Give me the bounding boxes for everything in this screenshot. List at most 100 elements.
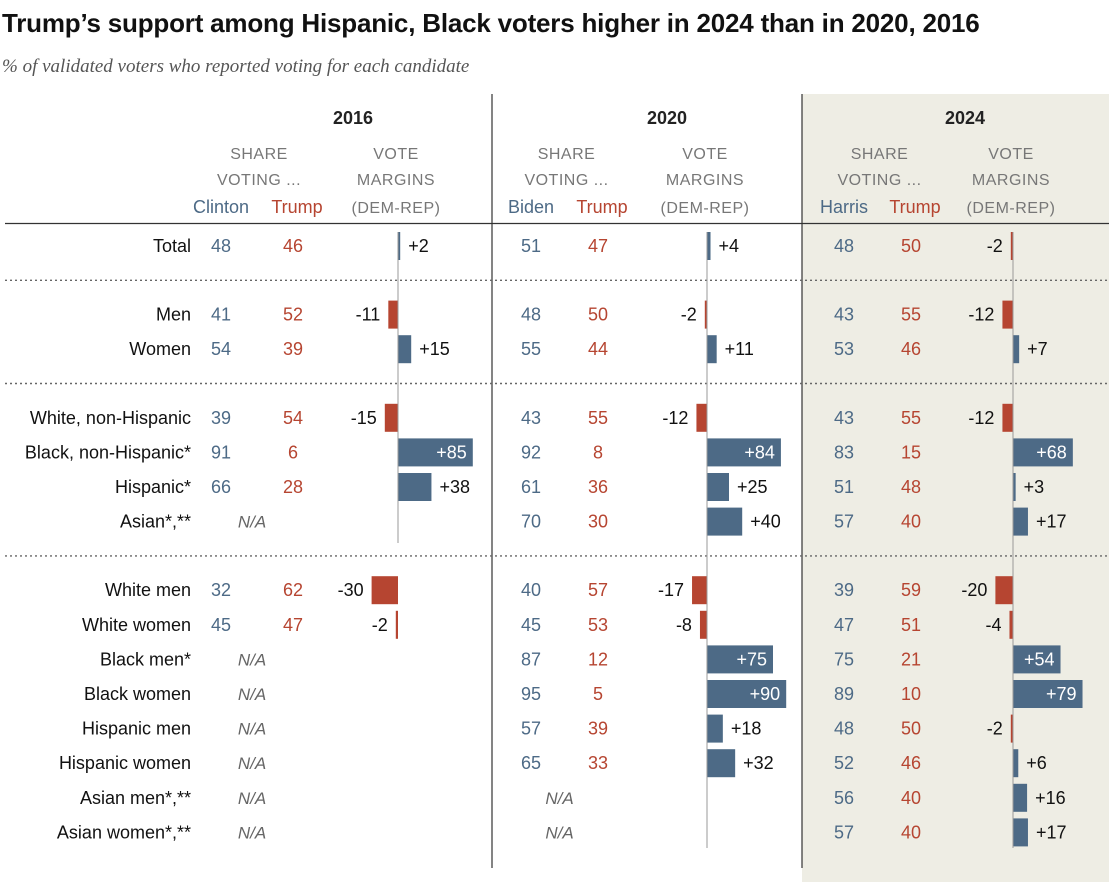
rep-share-value: 54 [283, 408, 303, 428]
margin-header: VOTE [373, 146, 419, 163]
margin-label: -2 [987, 719, 1003, 739]
chart-subtitle: % of validated voters who reported votin… [2, 56, 470, 77]
dem-share-value: 70 [521, 512, 541, 532]
dem-share-value: 95 [521, 684, 541, 704]
na-label: N/A [238, 789, 266, 808]
dem-share-value: 65 [521, 753, 541, 773]
rep-share-value: 30 [588, 512, 608, 532]
dem-margin-bar [707, 473, 729, 501]
dem-margin-bar [1013, 645, 1061, 674]
dem-share-value: 39 [834, 580, 854, 600]
rep-margin-bar [699, 610, 707, 639]
row-label: Asian men*,** [80, 788, 191, 808]
rep-margin-bar [371, 576, 398, 605]
dem-share-value: 48 [834, 236, 854, 256]
na-label: N/A [545, 823, 573, 842]
dem-margin-bar [398, 232, 401, 260]
margin-label: +85 [436, 442, 467, 462]
margin-label: +25 [737, 477, 768, 497]
dem-margin-bar [707, 335, 717, 364]
margin-label: -2 [987, 236, 1003, 256]
row-label: Total [153, 236, 191, 256]
rep-share-value: 53 [588, 615, 608, 635]
dem-share-value: 43 [834, 408, 854, 428]
dem-share-value: 57 [521, 719, 541, 739]
margin-header: MARGINS [666, 172, 744, 189]
na-label: N/A [545, 789, 573, 808]
row-label: Hispanic* [115, 477, 191, 497]
margin-label: +16 [1035, 788, 1066, 808]
dem-share-value: 45 [521, 615, 541, 635]
rep-share-value: 52 [283, 305, 303, 325]
dem-share-value: 39 [211, 408, 231, 428]
margin-label: -2 [681, 305, 697, 325]
margin-header: MARGINS [357, 172, 435, 189]
margin-label: -11 [356, 305, 381, 325]
margin-label: +40 [750, 512, 781, 532]
na-label: N/A [238, 720, 266, 739]
rep-share-value: 62 [283, 580, 303, 600]
rep-share-value: 48 [901, 477, 921, 497]
rep-share-value: 50 [901, 236, 921, 256]
row-label: White women [82, 615, 191, 635]
dem-share-value: 40 [521, 580, 541, 600]
dem-share-value: 83 [834, 442, 854, 462]
margin-label: +15 [419, 339, 450, 359]
rep-share-value: 36 [588, 477, 608, 497]
margin-label: +54 [1024, 649, 1055, 669]
dem-share-value: 41 [211, 305, 231, 325]
margin-label: -17 [658, 580, 684, 600]
rep-candidate-label: Trump [889, 197, 940, 217]
margin-label: +4 [719, 236, 740, 256]
dem-margin-bar [1013, 749, 1019, 778]
dem-share-value: 45 [211, 615, 231, 635]
dem-margin-bar [707, 645, 773, 674]
rep-share-value: 5 [593, 684, 603, 704]
rep-share-value: 15 [901, 442, 921, 462]
dem-share-value: 61 [521, 477, 541, 497]
row-label: Asian women*,** [57, 822, 191, 842]
rep-margin-bar [704, 300, 707, 329]
share-header: SHARE [538, 146, 596, 163]
margin-label: -8 [676, 615, 692, 635]
margin-label: +17 [1036, 512, 1067, 532]
dem-share-value: 75 [834, 649, 854, 669]
margin-label: +11 [725, 339, 754, 359]
dem-share-value: 47 [834, 615, 854, 635]
rep-share-value: 46 [901, 753, 921, 773]
year-header: 2020 [647, 108, 687, 128]
rep-margin-bar [995, 576, 1013, 605]
margin-label: +79 [1046, 684, 1077, 704]
dem-share-value: 56 [834, 788, 854, 808]
dem-share-value: 48 [521, 305, 541, 325]
dem-share-value: 43 [834, 305, 854, 325]
rep-share-value: 39 [283, 339, 303, 359]
year-header: 2016 [333, 108, 373, 128]
margin-label: -12 [968, 305, 994, 325]
dem-margin-bar [1013, 438, 1073, 467]
rep-share-value: 46 [283, 236, 303, 256]
rep-share-value: 10 [901, 684, 921, 704]
margin-label: -2 [372, 615, 388, 635]
highlight-background [802, 94, 1109, 882]
margin-label: +3 [1024, 477, 1045, 497]
margin-header: MARGINS [972, 172, 1050, 189]
margin-label: +68 [1036, 442, 1067, 462]
rep-candidate-label: Trump [576, 197, 627, 217]
dem-share-value: 54 [211, 339, 231, 359]
dem-margin-bar [707, 507, 743, 536]
rep-share-value: 50 [588, 305, 608, 325]
margin-header: VOTE [682, 146, 728, 163]
share-header: VOTING ... [524, 172, 608, 189]
rep-share-value: 44 [588, 339, 608, 359]
rep-share-value: 12 [588, 649, 608, 669]
rep-margin-bar [1010, 232, 1013, 260]
margin-header: (DEM-REP) [661, 200, 750, 217]
margin-label: +90 [750, 684, 781, 704]
dem-margin-bar [707, 714, 723, 743]
rep-margin-bar [692, 576, 707, 605]
dem-margin-bar [707, 232, 711, 260]
row-label: Black, non-Hispanic* [25, 442, 191, 462]
share-header: SHARE [230, 146, 288, 163]
